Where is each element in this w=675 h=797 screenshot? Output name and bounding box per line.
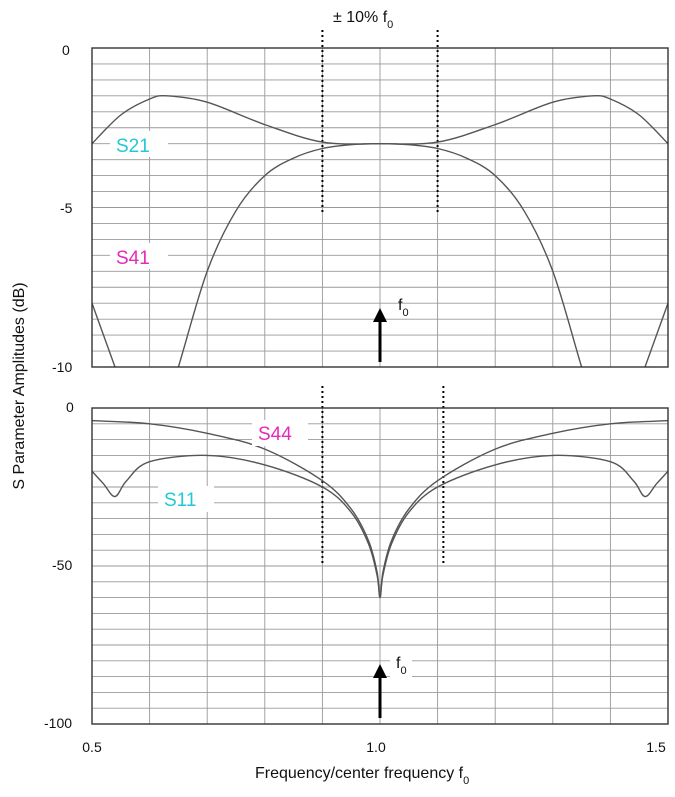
top-f0-letter: f	[398, 297, 403, 314]
top-ytick-1: -5	[60, 200, 73, 216]
s41-label-bg	[110, 243, 168, 269]
svg-text:S11: S11	[164, 490, 196, 511]
bottom-ytick-0: 0	[66, 399, 74, 415]
x-axis-label-subscript: 0	[463, 775, 469, 787]
top-band-lines	[321, 30, 439, 212]
series-label-s11: S11	[158, 486, 214, 512]
band-label: ± 10% f0	[333, 9, 393, 31]
x-axis-label: Frequency/center frequency f0	[255, 765, 469, 787]
band-label-subscript: 0	[387, 19, 393, 31]
bottom-series	[92, 419, 668, 599]
band-label-text: ± 10% f	[333, 9, 388, 26]
s21-label-bg	[110, 131, 168, 157]
series-label-s41: S41	[110, 243, 168, 269]
top-panel	[91, 30, 669, 368]
annotations	[373, 308, 387, 718]
bottom-f0-arrow-head	[373, 664, 387, 678]
xtick-0: 0.5	[82, 739, 102, 755]
top-f0-arrow-head	[373, 308, 387, 322]
xtick-2: 1.5	[646, 739, 666, 755]
svg-text:S21: S21	[116, 136, 150, 157]
y-axis-label: S Parameter Amplitudes (dB)	[11, 282, 28, 489]
bottom-ytick-1: -50	[52, 557, 72, 573]
bottom-f0-letter: f	[396, 655, 401, 672]
bottom-f0-label: f0	[390, 652, 412, 678]
series-label-s44: S44	[252, 420, 308, 446]
svg-text:S44: S44	[258, 424, 292, 445]
x-axis-label-text: Frequency/center frequency f	[255, 765, 464, 782]
top-plot-frame	[91, 47, 669, 368]
series-line-s11	[92, 454, 668, 599]
series-label-s21: S21	[110, 131, 168, 157]
svg-text:f0: f0	[398, 297, 409, 319]
svg-text:f0: f0	[396, 655, 407, 677]
bottom-f0-subscript: 0	[400, 665, 406, 677]
bottom-ytick-2: -100	[44, 715, 72, 731]
s11-label-bg	[158, 486, 214, 512]
tick-labels: 0 -5 -10 0 -50 -100 0.5 1.0 1.5	[44, 42, 666, 755]
bottom-plot-frame	[91, 407, 669, 725]
top-ytick-0: 0	[62, 42, 70, 58]
s44-label-bg	[252, 420, 308, 446]
bottom-band-lines	[321, 386, 445, 566]
series-line-s41	[92, 142, 668, 367]
bottom-f0-label-bg	[390, 652, 412, 678]
top-series	[92, 94, 668, 367]
top-f0-subscript: 0	[402, 307, 408, 319]
top-ytick-2: -10	[52, 359, 72, 375]
xtick-1: 1.0	[366, 739, 386, 755]
top-f0-label: f0	[398, 297, 409, 319]
svg-text:S41: S41	[116, 248, 150, 269]
